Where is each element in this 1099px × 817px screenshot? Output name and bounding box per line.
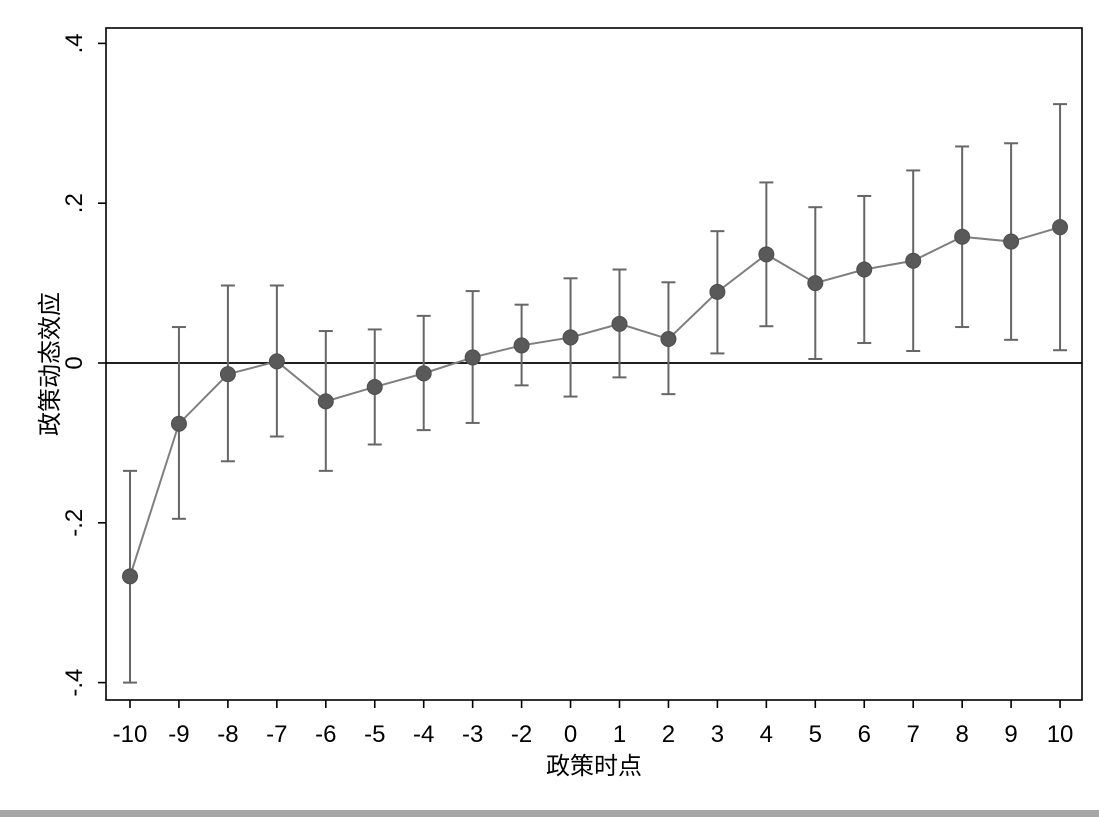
data-point [415, 365, 432, 382]
data-point [856, 261, 873, 278]
x-tick-label: 2 [662, 721, 675, 748]
series-line [129, 226, 1061, 577]
x-tick-label: -9 [168, 721, 189, 748]
y-tick-label: -.2 [61, 509, 88, 537]
data-point [513, 337, 530, 354]
y-tick-label: -.4 [61, 669, 88, 697]
x-tick-label: 10 [1047, 721, 1074, 748]
confidence-intervals [123, 103, 1068, 684]
data-point [807, 275, 824, 292]
x-tick-label: 3 [711, 721, 724, 748]
x-tick-label: 8 [955, 721, 968, 748]
y-tick-label: .2 [61, 193, 88, 213]
x-tick-label: -3 [462, 721, 483, 748]
plot-frame [105, 27, 1083, 701]
data-point [464, 349, 481, 366]
x-tick-label: -10 [113, 721, 148, 748]
x-tick-label: -4 [413, 721, 434, 748]
data-point [1052, 219, 1069, 236]
x-axis-ticks: -10 -9 -8 -7 -6 -5 -4 -3 -2 0 1 2 3 4 5 6 7 8 9 10 [113, 700, 1074, 748]
data-point [562, 329, 579, 346]
x-tick-label: -5 [364, 721, 385, 748]
point-markers [122, 219, 1069, 585]
data-point [366, 378, 383, 395]
x-tick-label: 5 [809, 721, 822, 748]
x-tick-label: 6 [858, 721, 871, 748]
data-point [219, 366, 236, 383]
y-tick-label: 0 [61, 356, 88, 369]
data-point [758, 246, 775, 263]
y-tick-label: .4 [61, 33, 88, 53]
data-point [268, 353, 285, 370]
data-point [709, 283, 726, 300]
x-axis-title: 政策时点 [546, 753, 642, 780]
x-tick-label: 9 [1004, 721, 1017, 748]
data-point [122, 568, 138, 585]
data-point [611, 315, 628, 332]
x-tick-label: 0 [564, 721, 577, 748]
x-tick-label: -8 [217, 721, 238, 748]
x-tick-label: -6 [315, 721, 336, 748]
x-tick-label: -2 [511, 721, 532, 748]
data-point [954, 228, 971, 245]
y-axis-ticks: .4 .2 0 -.2 -.4 [61, 33, 106, 697]
data-point [1003, 233, 1020, 250]
data-point [317, 393, 334, 410]
bottom-strip [0, 810, 1099, 817]
y-axis-title: 政策动态效应 [37, 292, 64, 436]
data-point [660, 331, 677, 348]
x-tick-label: 1 [613, 721, 626, 748]
x-tick-label: -7 [266, 721, 287, 748]
x-tick-label: 7 [907, 721, 920, 748]
data-point [905, 252, 922, 269]
x-tick-label: 4 [760, 721, 773, 748]
data-point [170, 415, 187, 432]
